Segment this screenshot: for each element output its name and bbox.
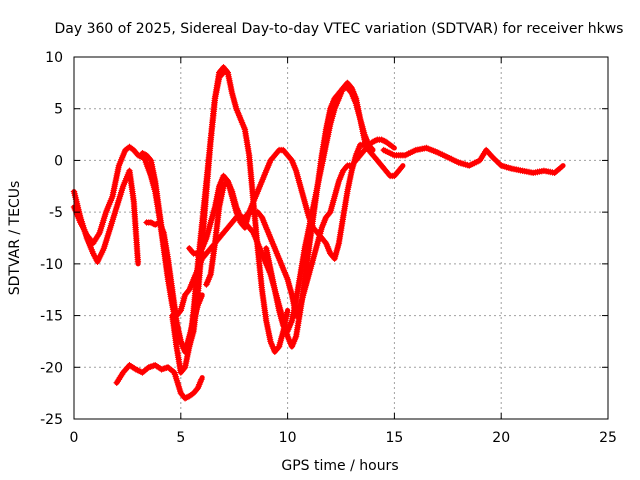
x-tick-label: 25	[599, 430, 617, 446]
series-line-arc-8	[263, 80, 376, 334]
x-tick-label: 10	[279, 430, 297, 446]
y-tick-label: 5	[54, 102, 63, 118]
x-tick-label: 5	[176, 430, 185, 446]
y-tick-label: -5	[49, 205, 63, 221]
axis-ticks	[73, 56, 609, 420]
x-tick-label: 0	[70, 430, 79, 446]
series-line-arc-7	[203, 85, 376, 350]
data-series	[70, 64, 566, 402]
y-tick-label: -15	[40, 309, 63, 325]
plot-frame	[73, 56, 609, 420]
series-markers-arc-5	[169, 70, 226, 376]
x-tick-label: 15	[385, 430, 403, 446]
y-tick-label: 0	[54, 153, 63, 169]
grid-lines	[74, 57, 608, 419]
tick-labels: 0 5 10 15 20 25 -25 -20 -15 -10 -5 0 5 10	[40, 50, 617, 446]
y-tick-label: -20	[40, 360, 63, 376]
series-markers-arc-9	[113, 362, 205, 402]
y-tick-label: -25	[40, 412, 63, 428]
x-axis-label: GPS time / hours	[281, 458, 398, 474]
x-tick-label: 20	[492, 430, 510, 446]
y-tick-label: 10	[45, 50, 63, 66]
series-arc-9	[113, 362, 205, 402]
series-markers-arc-8	[263, 79, 376, 335]
series-arc-5	[169, 70, 226, 376]
y-tick-label: -10	[40, 257, 63, 273]
chart-title: Day 360 of 2025, Sidereal Day-to-day VTE…	[55, 21, 624, 37]
series-markers-arc-10	[380, 144, 565, 176]
series-arc-8	[263, 79, 376, 335]
series-arc-10	[380, 144, 566, 176]
y-axis-label: SDTVAR / TECUs	[7, 181, 23, 296]
